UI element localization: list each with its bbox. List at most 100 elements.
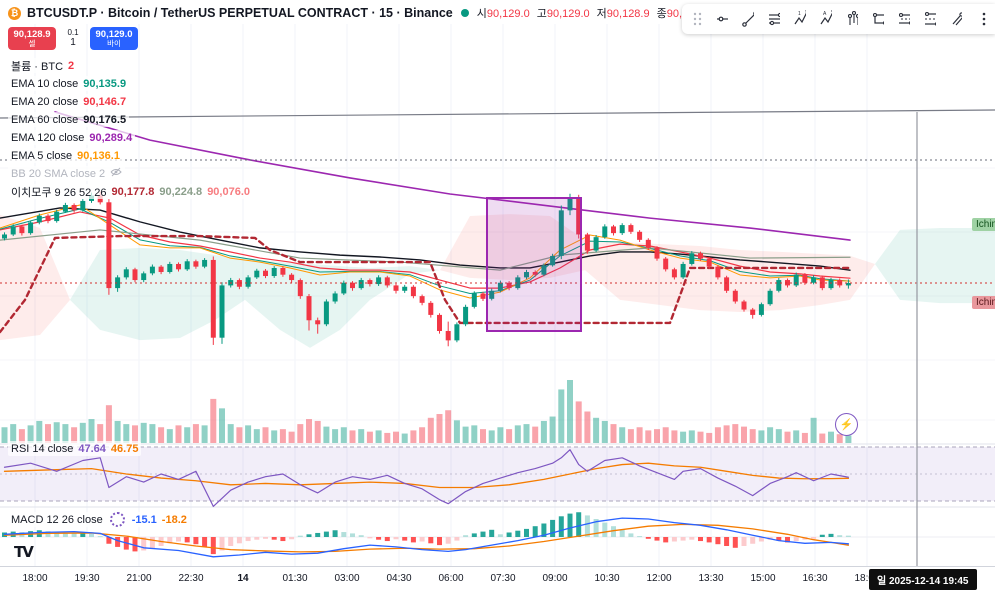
symbol-title[interactable]: BTCUSDT.P · Bitcoin / TetherUS PERPETUAL… — [27, 6, 453, 20]
tool-rectangle-icon[interactable] — [865, 7, 890, 32]
time-label: 04:30 — [386, 573, 412, 584]
horizontal-trendline-drawing — [0, 109, 995, 119]
legend-value: 90,289.4 — [89, 131, 133, 144]
tool-drag-handle-icon[interactable] — [683, 7, 708, 32]
ichimoku-cloud-bottom-label: Ichimo — [972, 296, 995, 309]
macd-signal-value: -18.2 — [161, 513, 187, 526]
rsi-legend[interactable]: RSI 14 close 47.64 46.75 — [8, 441, 142, 456]
buy-label: 바이 — [107, 39, 121, 48]
legend-row-3[interactable]: EMA 60 close 90,176.5 — [8, 112, 130, 127]
legend-label: 이치모쿠 9 26 52 26 — [11, 186, 107, 199]
macd-value: -15.1 — [131, 513, 157, 526]
lot-value: 1 — [70, 37, 76, 48]
macd-legend[interactable]: MACD 12 26 close -15.1 -18.2 — [8, 512, 190, 527]
time-axis[interactable]: 18:00 19:30 21:00 22:30 14 01:30 03:00 04:30 06:… — [0, 566, 995, 600]
rsi-pane — [0, 446, 995, 507]
legend-value: 90,076.0 — [207, 185, 251, 198]
legend-label: EMA 10 close — [11, 77, 79, 90]
legend-value: 90,135.9 — [83, 77, 127, 90]
moving-average-lines — [0, 111, 851, 299]
loading-spinner-icon — [109, 512, 125, 527]
legend-label: EMA 120 close — [11, 131, 85, 144]
legend-row-6[interactable]: BB 20 SMA close 2 — [8, 166, 126, 181]
time-label: 12:00 — [646, 573, 672, 584]
time-label: 10:30 — [594, 573, 620, 584]
legend-row-1[interactable]: EMA 10 close 90,135.9 — [8, 76, 130, 91]
legend-row-4[interactable]: EMA 120 close 90,289.4 — [8, 130, 136, 145]
svg-text:C: C — [831, 10, 832, 15]
time-label: 06:00 — [438, 573, 464, 584]
order-panel: 90,128.9 셀 0.1 1 90,129.0 바이 — [8, 27, 138, 50]
volume-bars — [1, 380, 852, 443]
sell-label: 셀 — [28, 39, 36, 48]
legend-label: EMA 20 close — [11, 95, 79, 108]
tool-abc-pattern-icon[interactable]: AC — [813, 7, 838, 32]
legend-label: 볼륨 · BTC — [11, 60, 64, 73]
stat-저: 저90,128.9 — [596, 8, 650, 20]
tool-pitchfork-icon[interactable] — [839, 7, 864, 32]
grid-lines — [0, 24, 995, 566]
drawing-toolbar: 15AC — [682, 4, 995, 34]
candlesticks — [2, 191, 851, 347]
tool-fib-retracement-icon[interactable] — [891, 7, 916, 32]
ichimoku-kijun-dashed-line — [0, 234, 852, 334]
user-drawings[interactable] — [0, 109, 995, 566]
tool-elliott-wave-icon[interactable]: 15 — [787, 7, 812, 32]
time-label: 22:30 — [178, 573, 204, 584]
rsi-value: 47.64 — [78, 442, 106, 455]
stat-시: 시90,129.0 — [476, 8, 530, 20]
eye-hidden-icon[interactable] — [110, 166, 122, 181]
time-label: 03:00 — [334, 573, 360, 584]
time-label: 21:00 — [126, 573, 152, 584]
macd-pane — [0, 512, 995, 558]
rsi-ma-value: 46.75 — [110, 442, 139, 455]
ichimoku-cloud-top-label: Ichimo — [972, 218, 995, 231]
buy-button[interactable]: 90,129.0 바이 — [90, 27, 138, 50]
pane-separators — [0, 443, 995, 508]
legend-value: 90,146.7 — [83, 95, 127, 108]
legend-value: 90,176.5 — [83, 113, 127, 126]
sell-button[interactable]: 90,128.9 셀 — [8, 27, 56, 50]
svg-text:5: 5 — [805, 10, 806, 15]
bitcoin-icon: ₿ — [8, 6, 21, 20]
spread-qty: 0.1 1 — [56, 29, 90, 48]
tool-more-icon[interactable] — [969, 7, 994, 32]
tradingview-logo[interactable]: TV — [14, 543, 34, 561]
time-label: 01:30 — [282, 573, 308, 584]
legend-row-5[interactable]: EMA 5 close 90,136.1 — [8, 148, 123, 163]
macd-legend-label: MACD 12 26 close — [11, 513, 103, 526]
quick-trade-bolt-button[interactable]: ⚡ — [835, 413, 858, 436]
legend-value: 90,136.1 — [77, 149, 120, 162]
time-label: 15:00 — [750, 573, 776, 584]
buy-price: 90,129.0 — [95, 28, 133, 40]
stat-고: 고90,129.0 — [536, 8, 590, 20]
legend-label: EMA 5 close — [11, 149, 73, 162]
tool-horizontal-ray-icon[interactable] — [709, 7, 734, 32]
market-open-dot-icon — [460, 9, 469, 17]
legend-value: 2 — [68, 59, 75, 72]
time-label: 16:30 — [802, 573, 828, 584]
spread-value: 0.1 — [67, 28, 79, 37]
time-label: 13:30 — [698, 573, 724, 584]
legend-value: 90,177.8 — [111, 185, 155, 198]
svg-text:A: A — [823, 11, 827, 17]
legend-row-0[interactable]: 볼륨 · BTC 2 — [8, 58, 78, 73]
time-label: 18:00 — [854, 573, 880, 584]
tool-brush-icon[interactable] — [943, 7, 968, 32]
svg-text:1: 1 — [798, 11, 801, 17]
time-label: 14 — [237, 573, 249, 584]
legend-row-7[interactable]: 이치모쿠 9 26 52 26 90,177.8 90,224.8 90,076.0 — [8, 184, 254, 199]
tool-fib-extension-icon[interactable] — [917, 7, 942, 32]
time-axis-tooltip: 일 2025-12-14 19:45 — [869, 569, 977, 590]
time-label: 07:30 — [490, 573, 516, 584]
legend-value: 90,224.8 — [159, 185, 203, 198]
tool-parallel-channel-icon[interactable] — [761, 7, 786, 32]
tool-trend-line-icon[interactable] — [735, 7, 760, 32]
time-label: 18:00 — [22, 573, 48, 584]
time-label: 19:30 — [74, 573, 100, 584]
legend-row-2[interactable]: EMA 20 close 90,146.7 — [8, 94, 130, 109]
time-label: 09:00 — [542, 573, 568, 584]
